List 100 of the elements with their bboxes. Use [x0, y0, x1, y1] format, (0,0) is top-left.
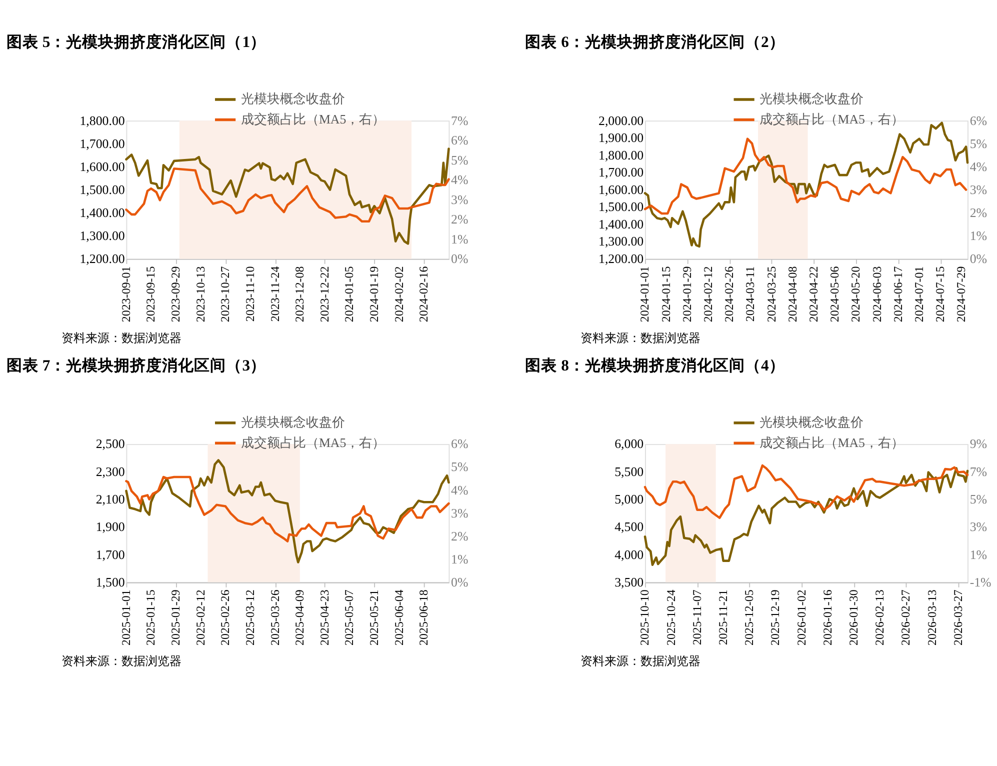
text: 资料来源：数据浏览器 — [62, 330, 182, 345]
line-series — [644, 464, 969, 520]
y2-tick-label: 3% — [451, 506, 468, 520]
y-tick-label: 5,000 — [614, 492, 644, 506]
y2-tick-label: 3% — [970, 520, 988, 534]
x-tick-label: 2025-01-29 — [168, 590, 183, 646]
x-tick-label: 2025-10-24 — [664, 590, 678, 646]
x-tick-label: 2024-01-19 — [367, 266, 382, 322]
y2-tick-label: 4% — [970, 160, 988, 174]
y-tick-label: 1,600.00 — [598, 182, 644, 197]
y2-tick-label: 4% — [451, 483, 468, 498]
x-tick-label: 2026-02-27 — [898, 590, 913, 646]
chart-title: 图表 8：光模块拥挤度消化区间（4） — [525, 355, 785, 374]
line-series — [644, 138, 968, 215]
y2-tick-label: 2% — [970, 206, 988, 220]
x-tick-label: 2023-11-24 — [268, 266, 282, 322]
x-tick-label: 2025-06-18 — [416, 590, 431, 646]
x-tick-label: 2025-04-09 — [292, 590, 307, 646]
x-tick-label: 2024-05-06 — [828, 266, 842, 322]
y-tick-label: 1,900 — [96, 520, 125, 534]
x-tick-label: 2023-09-29 — [168, 266, 183, 322]
y-tick-label: 1,500.00 — [598, 200, 644, 214]
x-tick-label: 2023-10-13 — [193, 266, 208, 322]
y2-tick-label: 0% — [451, 575, 468, 590]
y-tick-label: 1,400.00 — [598, 217, 644, 232]
y-tick-label: 3,500 — [614, 575, 644, 590]
x-tick-label: 2025-01-01 — [118, 590, 133, 646]
x-tick-label: 2025-12-05 — [742, 590, 756, 646]
x-tick-label: 2023-09-15 — [144, 266, 158, 322]
y2-tick-label: 6% — [451, 437, 468, 452]
x-tick-label: 2023-12-08 — [292, 266, 307, 322]
line-series — [125, 167, 450, 222]
x-tick-label: 2024-05-20 — [848, 266, 863, 322]
legend-label: 成交额占比（MA5，右） — [240, 434, 386, 450]
y-tick-label: 2,000.00 — [598, 114, 644, 128]
x-tick-label: 2024-02-16 — [416, 266, 431, 322]
legend-label: 成交额占比（MA5，右） — [240, 111, 386, 126]
y2-tick-label: 9% — [970, 437, 988, 452]
y-tick-label: 4,000 — [614, 548, 644, 562]
line-series — [125, 148, 450, 245]
y2-tick-label: 1% — [451, 552, 468, 566]
y2-tick-label: 7% — [970, 464, 988, 479]
y2-tick-label: 0% — [451, 252, 468, 266]
y-tick-label: 1,300.00 — [598, 234, 644, 249]
y2-tick-label: 1% — [970, 228, 988, 243]
y-tick-label: 1,400.00 — [80, 206, 125, 220]
y-tick-label: 4,500 — [614, 520, 644, 534]
chart-title: 图表 7：光模块拥挤度消化区间（3） — [6, 355, 266, 374]
legend-label: 成交额占比（MA5，右） — [760, 434, 904, 450]
y2-tick-label: 5% — [451, 153, 468, 168]
x-tick-label: 2024-02-12 — [700, 266, 715, 322]
legend-label: 光模块概念收盘价 — [240, 92, 345, 106]
legend-label: 光模块概念收盘价 — [240, 416, 345, 430]
y2-tick-label: 1% — [970, 548, 988, 562]
x-tick-label: 2025-10-10 — [638, 590, 652, 646]
x-tick-label: 2024-01-01 — [638, 266, 652, 322]
y2-tick-label: 1% — [451, 232, 468, 246]
x-tick-label: 2025-12-19 — [768, 590, 782, 646]
y-tick-label: 6,000 — [614, 437, 644, 452]
x-tick-label: 2024-01-29 — [680, 266, 694, 322]
y-tick-label: 1,200.00 — [80, 252, 125, 266]
x-tick-label: 2023-12-22 — [317, 266, 332, 322]
x-tick-label: 2024-06-17 — [890, 266, 905, 322]
y2-tick-label: 3% — [970, 182, 988, 197]
y-tick-label: 1,600.00 — [80, 160, 125, 174]
y2-tick-label: 0% — [970, 252, 988, 266]
x-tick-label: 2024-03-25 — [764, 266, 778, 322]
y-tick-label: 1,700 — [96, 548, 125, 562]
y-tick-label: 1,300.00 — [80, 228, 125, 243]
chart-title: 图表 6：光模块拥挤度消化区间（2） — [525, 32, 785, 51]
chart-title: 图表 5：光模块拥挤度消化区间（1） — [6, 32, 266, 51]
x-tick-label: 2024-04-08 — [785, 266, 800, 322]
y2-tick-label: 3% — [451, 192, 468, 207]
y2-tick-label: 6% — [451, 134, 468, 148]
x-tick-label: 2025-03-12 — [242, 590, 257, 646]
x-tick-label: 2026-01-16 — [820, 590, 834, 646]
x-tick-label: 2024-02-26 — [722, 266, 736, 322]
line-series — [644, 467, 969, 566]
text: 资料来源：数据浏览器 — [580, 330, 701, 345]
x-tick-label: 2024-06-03 — [870, 266, 884, 322]
x-tick-label: 2023-10-27 — [218, 266, 232, 322]
x-tick-label: 2025-06-04 — [392, 590, 406, 646]
x-tick-label: 2025-02-12 — [193, 590, 208, 646]
x-tick-label: 2025-05-21 — [367, 590, 382, 646]
y2-tick-label: 2% — [451, 529, 468, 544]
x-tick-label: 2024-04-22 — [806, 266, 820, 322]
text: 资料来源：数据浏览器 — [580, 654, 701, 668]
x-tick-label: 2026-02-13 — [872, 590, 887, 646]
x-tick-label: 2025-01-15 — [144, 590, 158, 646]
legend-label: 成交额占比（MA5，右） — [760, 111, 904, 126]
x-tick-label: 2024-07-29 — [954, 266, 968, 322]
x-tick-label: 2025-03-26 — [268, 590, 282, 646]
y2-tick-label: 6% — [970, 114, 988, 128]
y-tick-label: 2,300 — [96, 464, 125, 479]
x-tick-label: 2026-01-02 — [794, 590, 808, 646]
x-tick-label: 2024-03-11 — [743, 266, 758, 322]
y-tick-label: 2,500 — [96, 437, 125, 452]
y2-tick-label: -1% — [970, 575, 992, 590]
legend-label: 光模块概念收盘价 — [760, 92, 864, 106]
x-tick-label: 2025-04-23 — [317, 590, 332, 646]
